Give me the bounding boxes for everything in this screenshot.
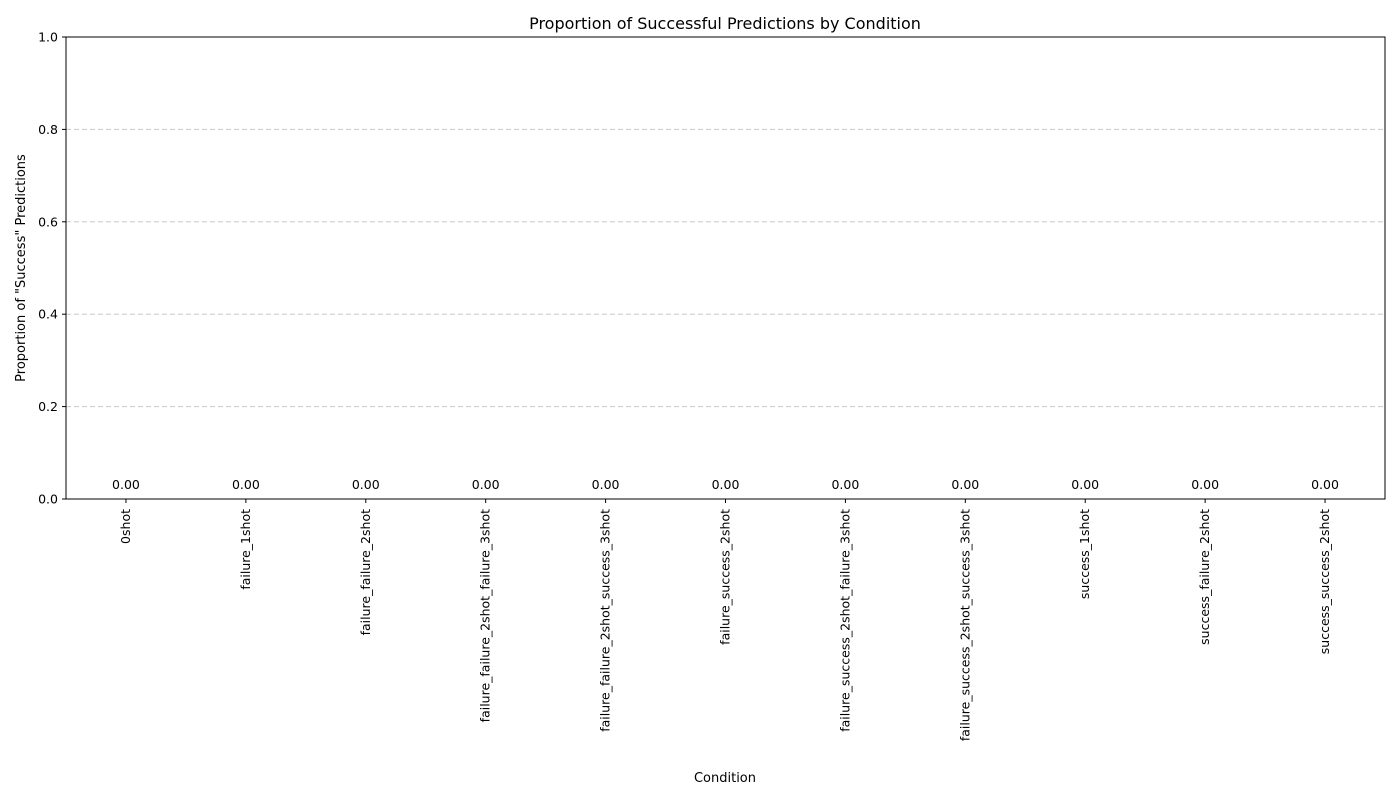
y-tick-label-0: 0.0 — [38, 492, 58, 507]
data-labels: 0.00 0.00 0.00 0.00 0.00 0.00 0.00 0.00 0.00 0.00… — [112, 477, 1339, 492]
x-tick-label-4: failure_failure_2shot_success_3shot — [598, 509, 613, 732]
data-label-3: 0.00 — [472, 477, 500, 492]
x-tick-label-8: success_1shot — [1077, 509, 1092, 599]
x-axis-ticks: 0shot failure_1shot failure_failure_2shot f… — [118, 499, 1332, 741]
data-label-0: 0.00 — [112, 477, 140, 492]
data-label-9: 0.00 — [1191, 477, 1219, 492]
data-label-8: 0.00 — [1071, 477, 1099, 492]
chart-title: Proportion of Successful Predictions by … — [529, 14, 921, 33]
plot-frame — [65, 36, 1386, 500]
data-label-10: 0.00 — [1311, 477, 1339, 492]
x-tick-label-7: failure_success_2shot_success_3shot — [957, 509, 972, 741]
data-label-6: 0.00 — [831, 477, 859, 492]
y-tick-label-3: 0.6 — [38, 214, 58, 229]
x-axis-label: Condition — [694, 771, 756, 786]
grid — [66, 128, 1385, 408]
data-label-1: 0.00 — [232, 477, 260, 492]
x-tick-label-10: success_success_2shot — [1317, 509, 1332, 654]
data-label-4: 0.00 — [592, 477, 620, 492]
x-tick-label-1: failure_1shot — [238, 509, 253, 590]
x-tick-label-5: failure_success_2shot — [718, 509, 733, 645]
y-tick-label-5: 1.0 — [38, 30, 58, 45]
data-label-7: 0.00 — [951, 477, 979, 492]
y-tick-label-2: 0.4 — [38, 307, 58, 322]
x-tick-label-9: success_failure_2shot — [1197, 509, 1212, 645]
x-tick-label-2: failure_failure_2shot — [358, 509, 373, 636]
data-label-2: 0.00 — [352, 477, 380, 492]
y-tick-label-1: 0.2 — [38, 399, 58, 414]
y-axis-label: Proportion of "Success" Predictions — [14, 154, 29, 382]
y-tick-label-4: 0.8 — [38, 122, 58, 137]
x-tick-label-3: failure_failure_2shot_failure_3shot — [478, 509, 493, 722]
x-tick-label-0: 0shot — [118, 509, 133, 544]
x-tick-label-6: failure_success_2shot_failure_3shot — [837, 509, 852, 732]
axes — [65, 36, 1386, 500]
data-label-5: 0.00 — [712, 477, 740, 492]
y-axis-ticks: 0.0 0.2 0.4 0.6 0.8 1.0 — [38, 30, 66, 507]
